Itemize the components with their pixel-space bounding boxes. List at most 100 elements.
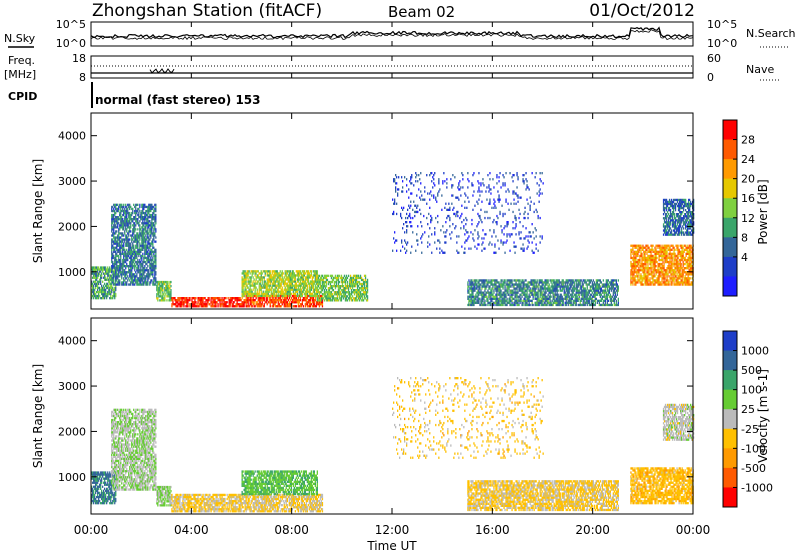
range-cell	[526, 198, 528, 201]
range-cell	[452, 223, 454, 226]
range-cell	[130, 213, 132, 217]
range-cell	[150, 224, 152, 227]
range-cell	[246, 294, 248, 297]
range-cell	[111, 288, 113, 292]
range-cell	[170, 291, 172, 294]
range-cell	[532, 251, 534, 254]
range-cell	[520, 293, 522, 296]
range-cell	[250, 297, 252, 300]
range-cell	[144, 250, 146, 253]
range-cell	[164, 287, 166, 290]
range-cell	[256, 294, 258, 297]
range-cell	[166, 295, 168, 298]
range-cell	[511, 295, 513, 298]
range-cell	[126, 236, 128, 239]
range-cell	[536, 299, 538, 302]
range-cell	[463, 218, 465, 222]
range-cell	[543, 301, 545, 304]
range-cell	[310, 280, 312, 283]
range-cell	[517, 291, 519, 294]
range-cell	[292, 301, 294, 304]
range-cell	[142, 269, 144, 272]
range-cell	[333, 299, 336, 302]
range-cell	[123, 260, 125, 264]
range-cell	[469, 303, 471, 307]
range-cell	[532, 303, 534, 307]
range-cell	[154, 232, 156, 235]
range-cell	[526, 283, 528, 286]
range-cell	[224, 297, 226, 300]
range-cell	[260, 274, 262, 277]
range-cell	[150, 232, 152, 235]
range-cell	[118, 275, 120, 278]
range-cell	[248, 290, 250, 293]
range-cell	[299, 272, 301, 275]
range-cell	[524, 297, 526, 300]
range-cell	[498, 287, 500, 290]
range-cell	[321, 305, 324, 308]
range-cell	[427, 192, 429, 195]
range-cell	[251, 274, 253, 277]
range-cell	[127, 242, 129, 245]
range-cell	[274, 272, 276, 275]
range-cell	[137, 213, 139, 217]
range-cell	[490, 289, 492, 292]
range-cell	[153, 260, 155, 264]
range-cell	[283, 284, 285, 287]
range-cell	[509, 301, 511, 304]
range-cell	[287, 270, 289, 273]
range-cell	[491, 279, 493, 282]
range-cell	[529, 235, 531, 238]
range-cell	[114, 270, 116, 273]
range-cell	[493, 301, 495, 304]
range-cell	[106, 268, 108, 271]
range-cell	[415, 180, 417, 183]
range-cell	[507, 279, 509, 282]
range-cell	[100, 278, 102, 281]
range-cell	[146, 281, 148, 284]
range-cell	[244, 278, 246, 281]
range-cell	[97, 284, 99, 287]
range-cell	[473, 287, 475, 290]
range-cell	[300, 290, 302, 293]
range-cell	[348, 278, 351, 282]
range-cell	[357, 285, 360, 288]
range-cell	[314, 288, 316, 291]
range-cell	[120, 271, 122, 274]
range-cell	[264, 292, 266, 295]
range-cell	[308, 284, 310, 287]
range-cell	[114, 238, 116, 241]
range-cell	[528, 297, 530, 300]
range-cell	[286, 290, 288, 293]
range-cell	[102, 288, 104, 292]
range-cell	[396, 176, 398, 179]
range-cell	[529, 204, 531, 207]
range-cell	[357, 280, 360, 284]
range-cell	[337, 282, 340, 286]
range-cell	[262, 290, 264, 293]
range-cell	[276, 290, 278, 293]
range-cell	[277, 280, 279, 283]
range-cell	[148, 224, 150, 227]
range-cell	[318, 291, 321, 294]
range-cell	[157, 297, 159, 300]
range-cell	[114, 258, 116, 262]
range-cell	[142, 238, 144, 241]
range-cell	[114, 209, 116, 213]
range-cell	[139, 248, 141, 251]
range-cell	[160, 280, 162, 284]
range-cell	[545, 287, 547, 290]
range-cell	[523, 180, 525, 183]
range-cell	[108, 270, 110, 273]
range-cell	[289, 299, 291, 302]
range-cell	[146, 222, 148, 225]
range-cell	[259, 286, 261, 289]
range-cell	[478, 279, 480, 282]
range-cell	[314, 305, 316, 308]
range-cell	[485, 295, 487, 298]
range-cell	[437, 221, 439, 224]
range-cell	[328, 297, 331, 300]
range-cell	[344, 287, 347, 290]
range-cell	[362, 289, 365, 292]
range-cell	[515, 281, 517, 284]
